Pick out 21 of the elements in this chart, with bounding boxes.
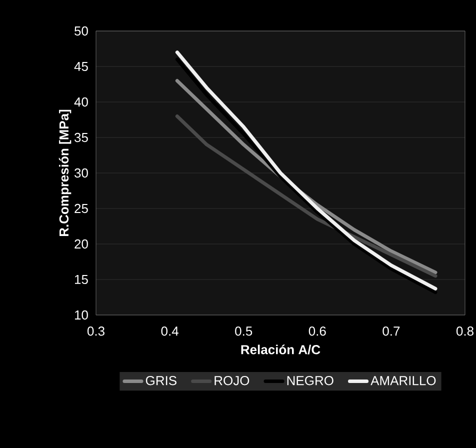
x-tick-label: 0.5: [235, 326, 252, 336]
y-axis-title: R.Compresión [MPa]: [58, 110, 72, 236]
x-tick-label: 0.6: [308, 326, 326, 336]
x-tick-label: 0.8: [456, 326, 474, 336]
legend-label: AMARILLO: [370, 376, 436, 386]
legend-label: NEGRO: [287, 376, 334, 386]
y-tick-label: 35: [74, 132, 88, 142]
x-tick-label: 0.4: [161, 326, 178, 336]
legend-label: ROJO: [214, 376, 250, 386]
y-tick-label: 40: [74, 97, 88, 107]
x-tick-label: 0.3: [87, 326, 104, 336]
y-tick-label: 20: [74, 239, 88, 249]
x-tick-label: 0.7: [382, 326, 400, 336]
y-tick-label: 15: [75, 274, 88, 284]
y-tick-label: 25: [74, 204, 88, 214]
y-tick-label: 10: [75, 310, 88, 320]
y-tick-label: 30: [74, 168, 88, 178]
x-axis-title: Relación A/C: [241, 344, 320, 354]
y-tick-label: 45: [74, 62, 88, 72]
legend-label: GRIS: [146, 376, 176, 386]
y-tick-label: 50: [74, 26, 88, 36]
